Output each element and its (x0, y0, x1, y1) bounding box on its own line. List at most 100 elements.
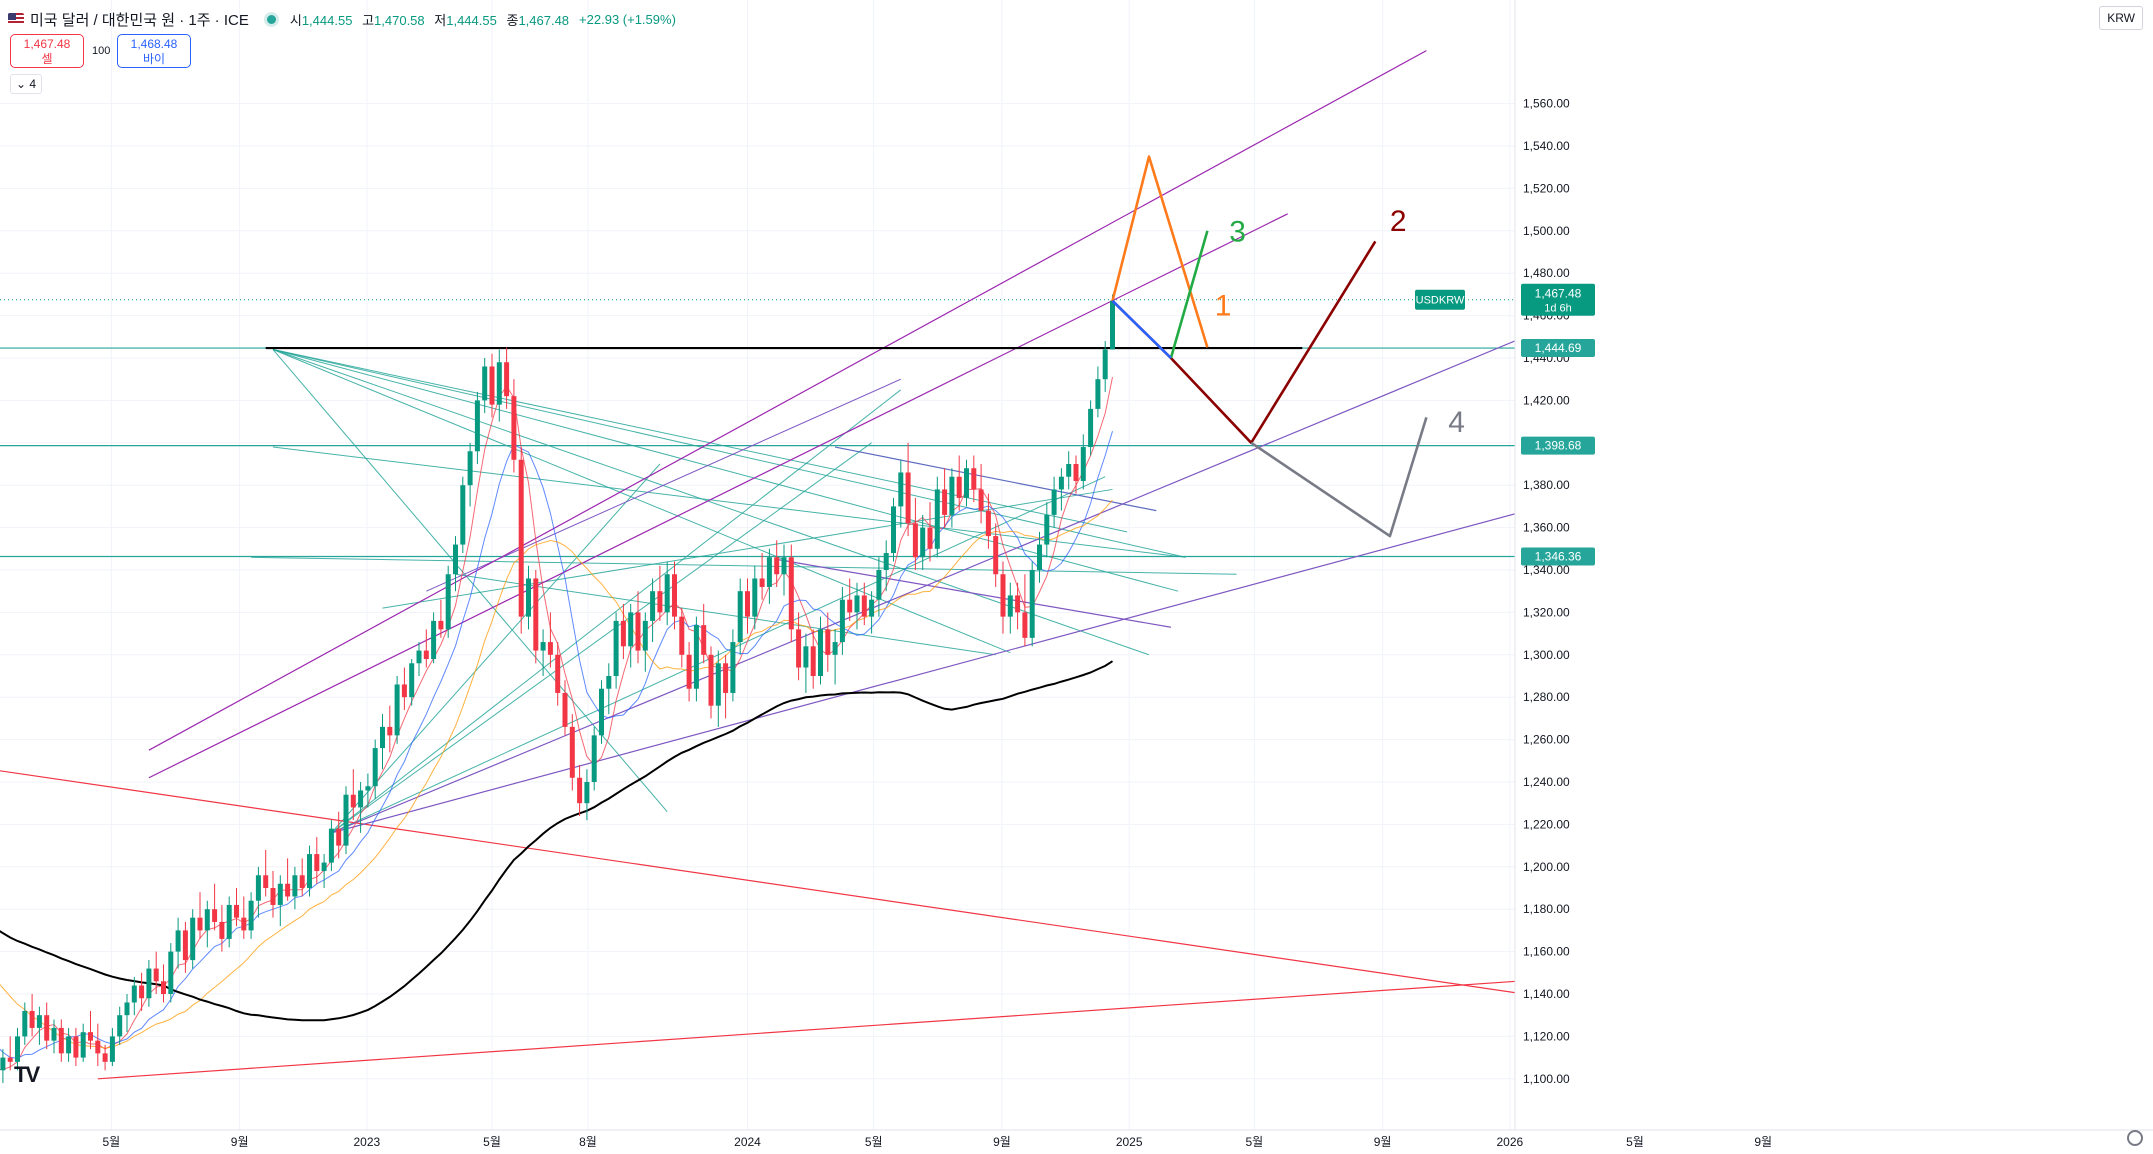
candle-body (737, 591, 743, 643)
y-tick-label: 1,420.00 (1523, 393, 1570, 407)
high-value: 1,470.58 (374, 12, 425, 28)
candle-body (511, 396, 517, 460)
candle-body (978, 489, 984, 511)
x-tick-label: 9월 (1754, 1135, 1772, 1149)
candle-body (445, 574, 451, 630)
candle-body (971, 468, 977, 490)
tradingview-logo-icon: TV (14, 1062, 40, 1087)
fan-line (331, 442, 872, 834)
buy-button[interactable]: 1,468.48 바이 (117, 34, 191, 68)
currency-selector[interactable]: KRW (2099, 6, 2143, 30)
us-flag-icon (8, 13, 24, 25)
scenario-path-3 (1169, 230, 1209, 359)
moving-average-line (0, 660, 1114, 1022)
x-tick-label: 5월 (102, 1135, 120, 1149)
gear-icon[interactable] (2127, 1130, 2143, 1146)
y-tick-label: 1,380.00 (1523, 478, 1570, 492)
candle-body (102, 1053, 108, 1062)
symbol-title[interactable]: 미국 달러 / 대한민국 원 · 1주 · ICE (30, 11, 249, 29)
candle-body (766, 557, 772, 587)
y-tick-label: 1,340.00 (1523, 563, 1570, 577)
candle-body (832, 642, 838, 655)
candle-body (292, 875, 298, 897)
candle-body (146, 968, 152, 999)
candle-body (7, 1057, 13, 1062)
candle-body (752, 578, 758, 617)
candle-body (993, 536, 999, 575)
candle-body (88, 1032, 93, 1041)
candle-body (139, 985, 145, 999)
candle-body (934, 489, 940, 549)
candle-body (818, 629, 823, 676)
x-tick-label: 8월 (579, 1135, 597, 1149)
candle-body (796, 629, 802, 668)
scenario-path-2 (1111, 240, 1377, 445)
candle-body (197, 917, 203, 931)
y-tick-label: 1,180.00 (1523, 902, 1570, 916)
candle-body (1058, 476, 1064, 490)
candle-body (518, 459, 524, 617)
level-price-label: 1,444.69 (1535, 341, 1582, 355)
candle-body (51, 1027, 57, 1041)
y-tick-label: 1,280.00 (1523, 690, 1570, 704)
moving-averages (0, 377, 1114, 1070)
candle-body (949, 476, 955, 515)
moving-average-line (0, 499, 1113, 1049)
candle-body (328, 828, 334, 863)
fan-line (331, 463, 661, 834)
market-status-icon (266, 14, 276, 24)
scenario-label-1: 1 (1215, 290, 1232, 323)
moving-average-line (0, 430, 1113, 1059)
candle-body (635, 612, 641, 651)
candle-body (460, 485, 466, 545)
candle-body (190, 917, 196, 961)
low-value: 1,444.55 (446, 12, 497, 28)
candle-body (0, 1057, 6, 1071)
y-tick-label: 1,140.00 (1523, 987, 1570, 1001)
symbol-header: 미국 달러 / 대한민국 원 · 1주 · ICE 시1,444.55 고1,4… (8, 6, 676, 32)
candle-body (431, 620, 437, 660)
candle-body (577, 777, 583, 804)
candle-body (474, 400, 480, 452)
sell-button[interactable]: 1,467.48 셀 (10, 34, 84, 68)
y-tick-label: 1,260.00 (1523, 733, 1570, 747)
candle-body (489, 366, 495, 405)
price-axis: 1,100.00 1,120.00 1,140.00 1,160.00 1,180.00… (1415, 0, 2153, 1154)
candle-body (58, 1027, 64, 1054)
candle-body (664, 574, 670, 613)
candle-body (44, 1015, 50, 1041)
candle-body (416, 650, 422, 664)
candle-body (372, 748, 378, 787)
y-tick-label: 1,360.00 (1523, 521, 1570, 535)
y-tick-label: 1,520.00 (1523, 181, 1570, 195)
candle-body (277, 883, 283, 905)
candle-body (679, 616, 685, 655)
scenario-label-4: 4 (1448, 406, 1465, 439)
candle-body (343, 794, 349, 846)
candle-body (66, 1036, 72, 1054)
candle-body (774, 557, 780, 575)
trendline (148, 213, 1288, 779)
candle-body (175, 930, 181, 952)
candle-body (825, 629, 831, 655)
x-tick-label: 9월 (231, 1135, 249, 1149)
support-line (776, 558, 1172, 628)
candle-body (803, 646, 809, 668)
candle-body (745, 591, 750, 617)
y-tick-label: 1,300.00 (1523, 648, 1570, 662)
candle-body (854, 595, 860, 613)
indicators-toggle[interactable]: ⌄ 4 (10, 74, 43, 94)
candle-body (1102, 349, 1108, 380)
symbol-tag-label: USDKRW (1416, 295, 1465, 307)
candle-body (810, 646, 816, 676)
candle-body (898, 472, 904, 507)
close-label: 종 (506, 12, 519, 28)
price-axis-background (1515, 0, 2153, 1154)
buy-price: 1,468.48 (130, 37, 178, 51)
candle-body (555, 654, 561, 693)
candle-body (350, 794, 356, 808)
candle-body (540, 642, 546, 651)
candle-body (409, 663, 415, 698)
candle-body (613, 620, 619, 676)
